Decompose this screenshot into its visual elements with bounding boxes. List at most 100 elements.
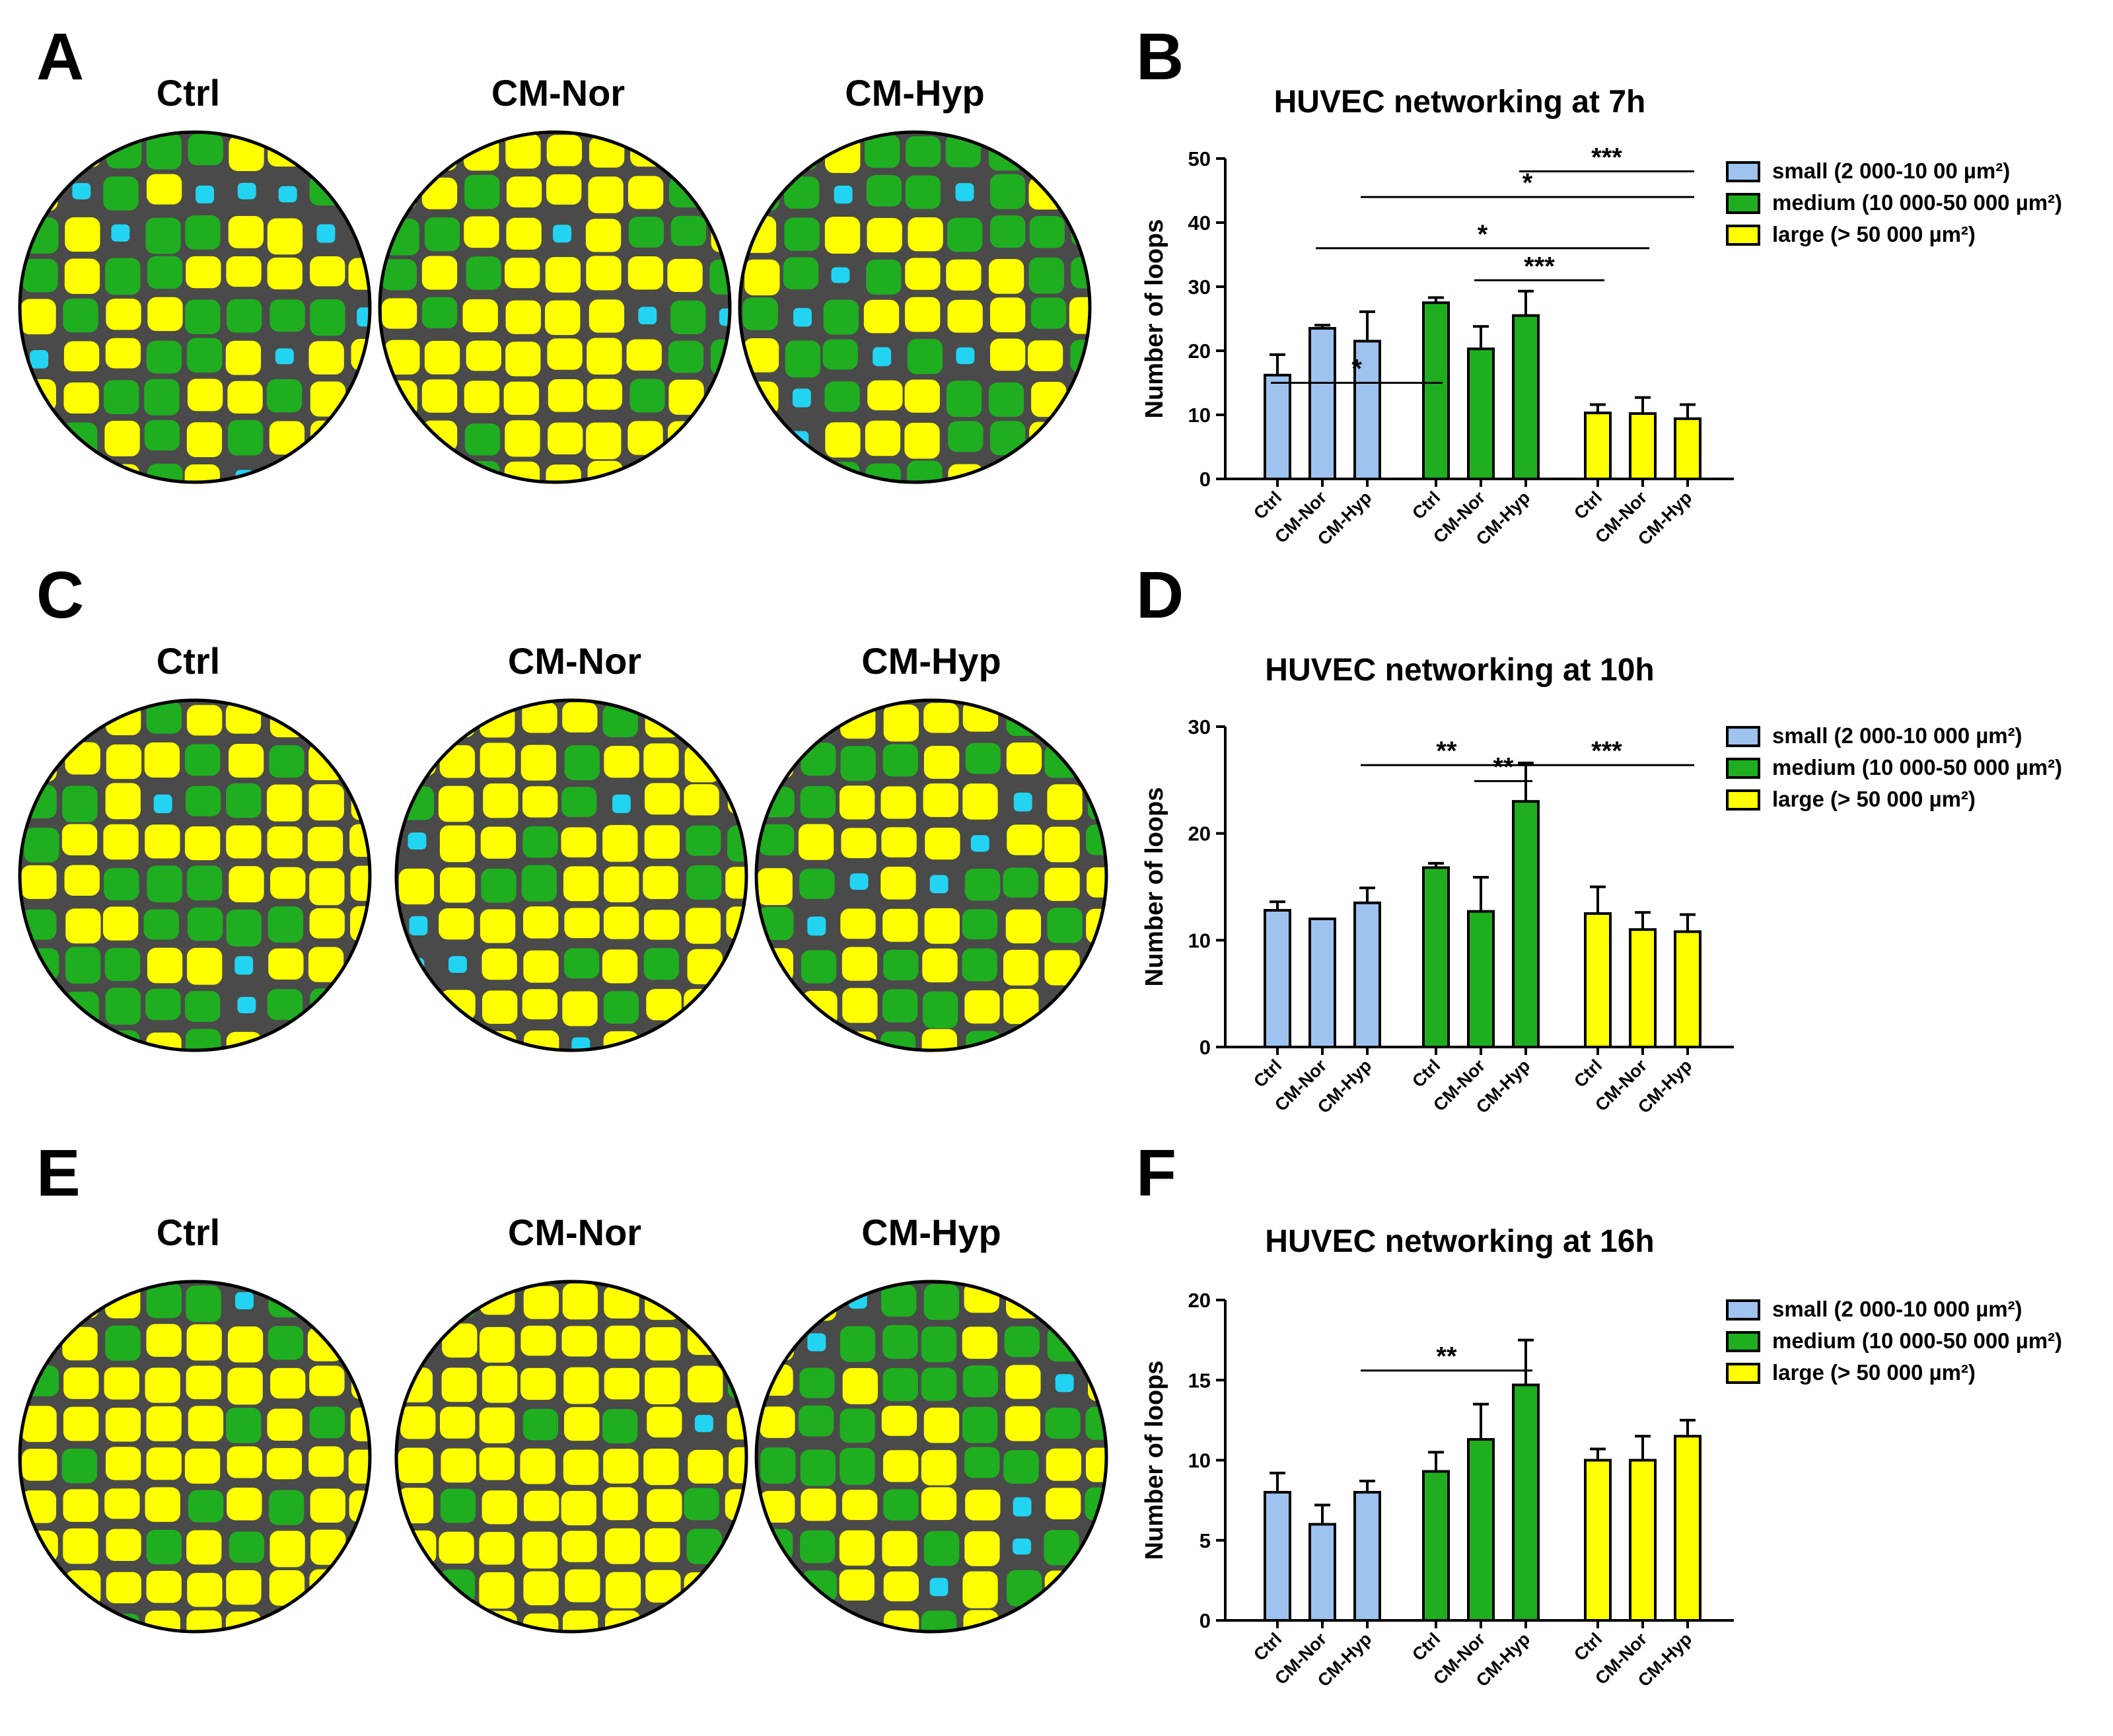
cell-region — [629, 379, 665, 413]
cell-region — [104, 1488, 140, 1519]
cell-region — [267, 257, 303, 290]
cell-region — [424, 464, 460, 482]
cell-region — [842, 947, 878, 981]
cell-region — [226, 909, 262, 947]
cell-region — [1013, 1497, 1032, 1517]
cell-region — [562, 991, 598, 1027]
cell-region — [686, 1529, 722, 1564]
cell-region — [962, 1365, 999, 1398]
cell-region — [923, 783, 958, 817]
cell-region — [645, 1367, 680, 1404]
cell-region — [186, 422, 223, 458]
microscopy-image — [396, 700, 746, 1050]
cell-region — [105, 1408, 141, 1442]
cell-region — [962, 1406, 998, 1443]
panel-letter-c: C — [36, 558, 84, 632]
cell-region — [351, 785, 370, 820]
y-tick-label: 15 — [1188, 1369, 1211, 1392]
cell-region — [670, 300, 706, 334]
bar — [1512, 314, 1540, 480]
cell-region — [758, 1570, 794, 1607]
cell-region — [63, 1406, 99, 1441]
bar — [1353, 1491, 1381, 1622]
cell-region — [923, 1284, 960, 1320]
cell-region — [964, 868, 1001, 901]
image-border — [18, 130, 372, 484]
cell-region — [147, 297, 183, 332]
cell-region — [267, 218, 303, 255]
cell-region — [227, 380, 263, 414]
cell-region — [602, 949, 638, 984]
significance-label: * — [1478, 220, 1488, 249]
cell-region — [684, 1610, 720, 1632]
cell-region — [546, 464, 581, 482]
cell-region — [480, 704, 515, 738]
cell-region — [798, 1613, 834, 1632]
cell-region — [106, 1572, 141, 1604]
cell-region — [227, 1487, 262, 1521]
cell-region — [398, 1447, 433, 1483]
cell-region — [348, 134, 370, 167]
bar — [1467, 1437, 1495, 1622]
cell-region — [147, 256, 183, 289]
cell-region — [604, 866, 639, 902]
cell-region — [105, 1282, 141, 1319]
cell-region — [524, 1490, 559, 1521]
cell-region — [1007, 824, 1042, 855]
cell-region — [522, 1408, 559, 1441]
cell-region — [548, 379, 584, 412]
cell-region — [106, 744, 142, 779]
cell-region — [408, 832, 427, 850]
cell-region — [146, 1447, 182, 1480]
cell-region — [1030, 133, 1066, 164]
cell-region — [925, 827, 960, 860]
cell-region — [104, 420, 140, 456]
cell-region — [146, 133, 182, 170]
cell-region — [106, 299, 141, 330]
legend-swatch — [1726, 789, 1760, 811]
cell-region — [424, 217, 460, 252]
cell-region — [626, 339, 662, 371]
cell-region — [964, 990, 1000, 1024]
cell-region — [21, 785, 57, 818]
cell-region — [318, 1040, 338, 1050]
cell-region — [602, 824, 638, 862]
cell-region — [563, 866, 599, 902]
cell-region — [807, 916, 826, 936]
cell-region — [801, 1488, 836, 1521]
bar — [1264, 1491, 1291, 1622]
cell-region — [922, 948, 958, 983]
cell-region — [589, 299, 625, 333]
cell-region — [1069, 380, 1090, 416]
cell-region — [228, 419, 264, 456]
image-label-cmhyp-a: CM-Hyp — [845, 72, 985, 114]
cell-region — [646, 989, 682, 1021]
cell-region — [842, 988, 878, 1023]
cell-region — [881, 827, 917, 858]
cell-region — [64, 865, 100, 896]
cell-region — [667, 258, 703, 293]
cell-region — [729, 1029, 746, 1050]
cell-region — [278, 186, 297, 203]
bar — [1512, 1383, 1540, 1622]
cell-region — [588, 176, 624, 213]
cell-region — [506, 217, 542, 250]
cell-region — [686, 825, 721, 856]
cell-region — [921, 1610, 957, 1632]
cell-region — [921, 1326, 957, 1363]
cell-region — [1007, 1570, 1042, 1607]
cell-region — [351, 1327, 370, 1361]
microscopy-image — [756, 1282, 1106, 1632]
cell-region — [946, 259, 982, 291]
cell-region — [726, 1610, 746, 1632]
cell-region — [603, 906, 639, 939]
cell-region — [688, 1449, 723, 1484]
cell-region — [563, 948, 600, 979]
cell-region — [309, 1365, 345, 1396]
cell-region — [268, 1612, 303, 1632]
cell-region — [709, 381, 730, 417]
cell-region — [964, 1447, 1000, 1478]
x-tick-label: Ctrl — [1570, 488, 1606, 523]
cell-region — [310, 1611, 347, 1632]
cell-region — [228, 743, 264, 778]
